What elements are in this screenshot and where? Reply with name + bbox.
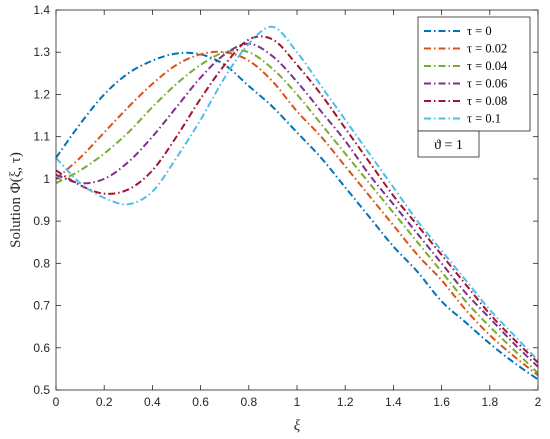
series-line-0 [55, 51, 539, 381]
legend-items: τ = 0 τ = 0.02 τ = 0.04 τ = 0.06 τ = 0.08 τ =… [424, 24, 508, 126]
legend: τ = 0 τ = 0.02 τ = 0.04 τ = 0.06 τ = 0.08 τ =… [417, 16, 531, 132]
y-tick-label: 0.7 [33, 299, 50, 313]
y-tick-label: 0.9 [33, 214, 50, 228]
legend-label-1: τ = 0.02 [467, 42, 507, 56]
legend-label-2: τ = 0.04 [467, 59, 508, 73]
y-tick-label: 0.8 [33, 256, 50, 270]
y-tick-label: 1.1 [33, 130, 50, 144]
legend-label-5: τ = 0.1 [467, 112, 501, 126]
series-line-5 [55, 25, 539, 362]
x-tick-label: 0.4 [144, 395, 161, 409]
x-tick-label: 0.2 [96, 395, 113, 409]
x-tick-label: 1.2 [337, 395, 354, 409]
ticks-layer: 0 0.2 0.4 0.6 0.8 1 1.2 1.4 1.6 1.8 2 0.5 0.6 0.7 0.8 0… [33, 3, 541, 409]
x-tick-label: 2 [535, 395, 542, 409]
x-tick-label: 0 [53, 395, 60, 409]
y-axis-label: Solution Φ(ξ, τ) [8, 152, 24, 248]
annotation-box [417, 130, 480, 158]
x-tick-label: 0.8 [240, 395, 257, 409]
series-layer [55, 25, 539, 381]
legend-box [417, 16, 531, 132]
x-tick-label: 1.8 [481, 395, 498, 409]
y-tick-label: 1.3 [33, 45, 50, 59]
parameter-annotation: ϑ = 1 [417, 130, 480, 158]
x-tick-label: 1 [294, 395, 301, 409]
y-tick-label: 0.5 [33, 383, 50, 397]
series-line-3 [55, 42, 539, 368]
y-tick-label: 1.2 [33, 87, 50, 101]
x-tick-label: 0.6 [192, 395, 209, 409]
plot-frame [55, 9, 539, 391]
y-tick-label: 1.4 [33, 3, 50, 17]
x-tick-label: 1.6 [433, 395, 450, 409]
legend-label-3: τ = 0.06 [467, 77, 507, 91]
annotation-label: ϑ = 1 [434, 138, 463, 153]
legend-label-4: τ = 0.08 [467, 94, 507, 108]
x-axis-label: ξ [294, 418, 301, 434]
legend-label-0: τ = 0 [467, 24, 492, 38]
y-tick-label: 1 [43, 172, 50, 186]
series-line-4 [55, 35, 539, 364]
y-tick-label: 0.6 [33, 341, 50, 355]
x-tick-label: 1.4 [385, 395, 402, 409]
series-line-1 [55, 50, 539, 377]
